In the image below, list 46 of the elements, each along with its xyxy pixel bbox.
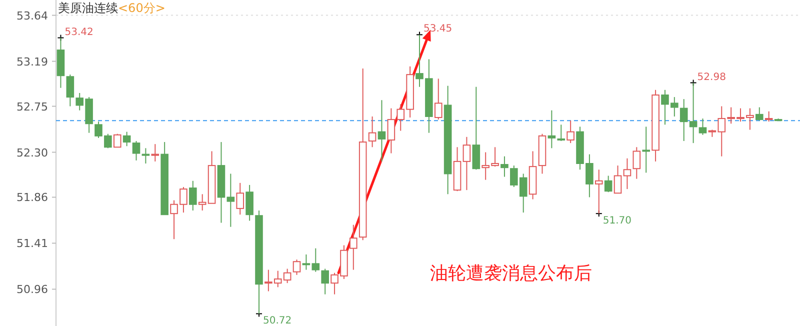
annotation: 油轮遭袭消息公布后: [430, 263, 592, 284]
candlestick: [368, 116, 376, 148]
candlestick: [764, 110, 773, 122]
annotation: 50.72: [262, 316, 292, 326]
candlestick: [378, 100, 386, 162]
candlestick: [198, 194, 206, 212]
candlestick: [122, 131, 131, 147]
candlestick: [236, 182, 244, 216]
annotation: 53.42: [64, 26, 94, 38]
candlestick: [151, 144, 160, 162]
chart-subtitle: <60分>: [118, 1, 166, 15]
y-tick-label: 53.19: [16, 55, 48, 68]
candlestick: [462, 136, 471, 191]
candlestick: [614, 165, 622, 194]
candlestick: [557, 124, 566, 142]
candlestick: [321, 268, 329, 295]
y-tick-label: 52.75: [16, 100, 48, 114]
candlestick: [142, 148, 150, 164]
candlestick: [566, 120, 574, 144]
candlestick: [623, 158, 632, 190]
y-tick-label: 53.64: [16, 9, 48, 22]
candlestick: [350, 224, 358, 270]
candlestick: [755, 106, 764, 122]
annotation: 51.70: [602, 216, 632, 227]
candlestick: [604, 175, 612, 193]
candlestick: [434, 78, 442, 120]
candlestick: [632, 146, 641, 180]
candlestick: [500, 156, 508, 178]
candlestick: [548, 110, 556, 149]
annotation: 53.45: [424, 24, 452, 35]
y-tick-label: 52.30: [16, 146, 48, 160]
y-tick-label: 51.86: [16, 191, 48, 204]
candlestick: [113, 133, 122, 148]
candlestick: [292, 259, 301, 276]
annotation: 52.98: [697, 72, 726, 83]
candlestick: [246, 184, 254, 222]
candlestick: [226, 173, 235, 228]
candlestick: [66, 74, 74, 107]
candlestick: [642, 126, 650, 174]
candlestick: [698, 118, 707, 136]
y-tick-label: 50.96: [16, 283, 48, 296]
candlestick: [472, 86, 480, 170]
candlestick: [189, 180, 197, 212]
candlestick: [132, 140, 140, 161]
chart-title: 美原油连续: [58, 1, 118, 15]
y-tick-label: 51.41: [16, 237, 48, 250]
